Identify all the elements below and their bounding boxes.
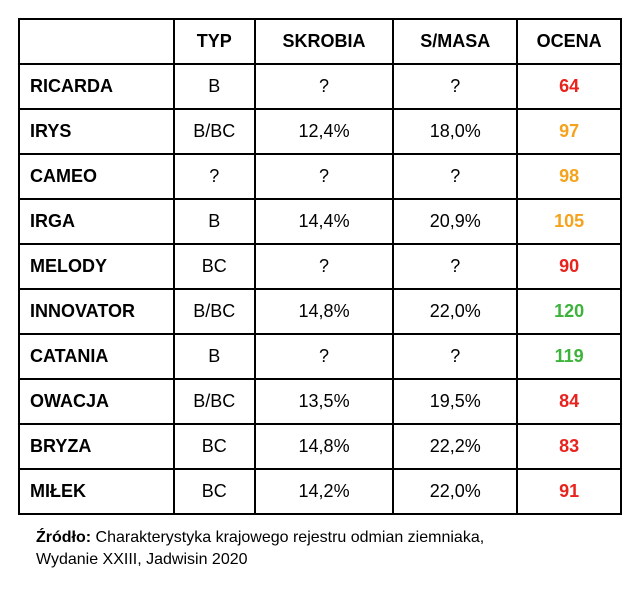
ocena-cell: 105 — [516, 198, 622, 245]
table-row: RICARDA B ? ? 64 — [18, 63, 622, 110]
typ-cell: BC — [172, 468, 256, 515]
typ-cell: B/BC — [172, 378, 256, 425]
potato-varieties-table: TYP SKROBIA S/MASA OCENA RICARDA B ? ? 6… — [18, 18, 622, 515]
skrobia-cell: 14,8% — [253, 288, 395, 335]
typ-cell: B — [172, 333, 256, 380]
typ-cell: B/BC — [172, 288, 256, 335]
ocena-cell: 83 — [516, 423, 622, 470]
typ-cell: B/BC — [172, 108, 256, 155]
table-row: OWACJA B/BC 13,5% 19,5% 84 — [18, 378, 622, 425]
source-label: Źródło: — [36, 529, 92, 546]
skrobia-cell: 14,2% — [253, 468, 395, 515]
ocena-cell: 91 — [516, 468, 622, 515]
ocena-cell: 119 — [516, 333, 622, 380]
table-row: BRYZA BC 14,8% 22,2% 83 — [18, 423, 622, 470]
smasa-cell: ? — [392, 333, 519, 380]
typ-cell: ? — [172, 153, 256, 200]
smasa-cell: 19,5% — [392, 378, 519, 425]
variety-name-cell: MELODY — [18, 243, 175, 290]
skrobia-cell: 14,4% — [253, 198, 395, 245]
smasa-cell: 20,9% — [392, 198, 519, 245]
source-note: Źródło: Charakterystyka krajowego rejest… — [18, 515, 554, 572]
smasa-cell: 18,0% — [392, 108, 519, 155]
variety-name-cell: MIŁEK — [18, 468, 175, 515]
variety-name-cell: OWACJA — [18, 378, 175, 425]
header-ocena: OCENA — [516, 18, 622, 65]
header-smasa: S/MASA — [392, 18, 519, 65]
ocena-cell: 84 — [516, 378, 622, 425]
variety-name-cell: CAMEO — [18, 153, 175, 200]
skrobia-cell: ? — [253, 333, 395, 380]
table-row: IRGA B 14,4% 20,9% 105 — [18, 198, 622, 245]
ocena-cell: 98 — [516, 153, 622, 200]
skrobia-cell: 13,5% — [253, 378, 395, 425]
table-row: CATANIA B ? ? 119 — [18, 333, 622, 380]
smasa-cell: 22,0% — [392, 468, 519, 515]
variety-name-cell: BRYZA — [18, 423, 175, 470]
ocena-cell: 64 — [516, 63, 622, 110]
header-typ: TYP — [172, 18, 256, 65]
table-row: IRYS B/BC 12,4% 18,0% 97 — [18, 108, 622, 155]
table-row: MELODY BC ? ? 90 — [18, 243, 622, 290]
ocena-cell: 97 — [516, 108, 622, 155]
header-variety — [18, 18, 175, 65]
typ-cell: BC — [172, 423, 256, 470]
source-text: Charakterystyka krajowego rejestru odmia… — [36, 529, 485, 569]
variety-name-cell: RICARDA — [18, 63, 175, 110]
skrobia-cell: ? — [253, 153, 395, 200]
table-row: CAMEO ? ? ? 98 — [18, 153, 622, 200]
table-row: MIŁEK BC 14,2% 22,0% 91 — [18, 468, 622, 515]
skrobia-cell: 14,8% — [253, 423, 395, 470]
typ-cell: B — [172, 63, 256, 110]
smasa-cell: ? — [392, 153, 519, 200]
variety-name-cell: CATANIA — [18, 333, 175, 380]
variety-name-cell: IRYS — [18, 108, 175, 155]
typ-cell: BC — [172, 243, 256, 290]
skrobia-cell: ? — [253, 63, 395, 110]
variety-name-cell: INNOVATOR — [18, 288, 175, 335]
ocena-cell: 90 — [516, 243, 622, 290]
table-row: INNOVATOR B/BC 14,8% 22,0% 120 — [18, 288, 622, 335]
smasa-cell: 22,2% — [392, 423, 519, 470]
ocena-cell: 120 — [516, 288, 622, 335]
header-row: TYP SKROBIA S/MASA OCENA — [18, 18, 622, 65]
table-container: TYP SKROBIA S/MASA OCENA RICARDA B ? ? 6… — [18, 18, 622, 572]
typ-cell: B — [172, 198, 256, 245]
header-skrobia: SKROBIA — [253, 18, 395, 65]
smasa-cell: ? — [392, 63, 519, 110]
variety-name-cell: IRGA — [18, 198, 175, 245]
table-body: RICARDA B ? ? 64 IRYS B/BC 12,4% 18,0% 9… — [18, 63, 622, 515]
smasa-cell: ? — [392, 243, 519, 290]
skrobia-cell: ? — [253, 243, 395, 290]
smasa-cell: 22,0% — [392, 288, 519, 335]
skrobia-cell: 12,4% — [253, 108, 395, 155]
